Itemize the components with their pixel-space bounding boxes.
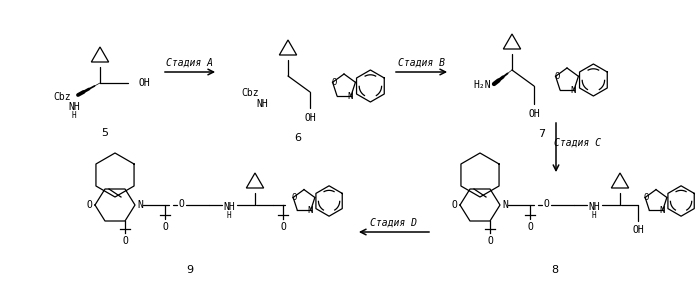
Text: NH: NH [68,102,80,112]
Text: NH: NH [223,202,235,212]
Text: Cbz: Cbz [53,92,71,102]
Text: OH: OH [304,113,316,123]
Text: H: H [71,111,76,119]
Text: O: O [543,199,549,209]
Text: N: N [137,200,143,210]
Text: N: N [347,92,353,101]
Text: O: O [178,199,184,209]
Text: O: O [86,200,92,210]
Text: N: N [502,200,508,210]
Text: Стадия D: Стадия D [370,218,417,228]
Text: 5: 5 [102,128,108,138]
Text: 9: 9 [186,265,194,275]
Text: OH: OH [138,78,150,88]
Text: Стадия B: Стадия B [398,58,445,68]
Text: O: O [292,193,297,202]
Text: O: O [643,193,649,202]
Text: H₂N: H₂N [473,80,491,90]
Text: H: H [227,211,231,219]
Text: O: O [331,78,337,87]
Text: 6: 6 [295,133,302,143]
Text: Cbz: Cbz [241,88,259,98]
Text: Стадия C: Стадия C [554,137,601,148]
Text: N: N [570,86,575,95]
Text: N: N [307,206,312,215]
Text: OH: OH [528,109,540,119]
Text: Стадия А: Стадия А [167,58,214,68]
Text: O: O [162,222,168,232]
Text: O: O [122,236,128,246]
Text: O: O [554,72,559,81]
Text: NH: NH [256,99,268,109]
Text: NH: NH [588,202,600,212]
Text: O: O [527,222,533,232]
Text: 7: 7 [538,129,545,139]
Text: 8: 8 [552,265,559,275]
Text: O: O [280,222,286,232]
Text: OH: OH [632,225,644,235]
Text: O: O [451,200,457,210]
Text: O: O [487,236,493,246]
Text: H: H [592,211,596,219]
Text: N: N [659,206,664,215]
